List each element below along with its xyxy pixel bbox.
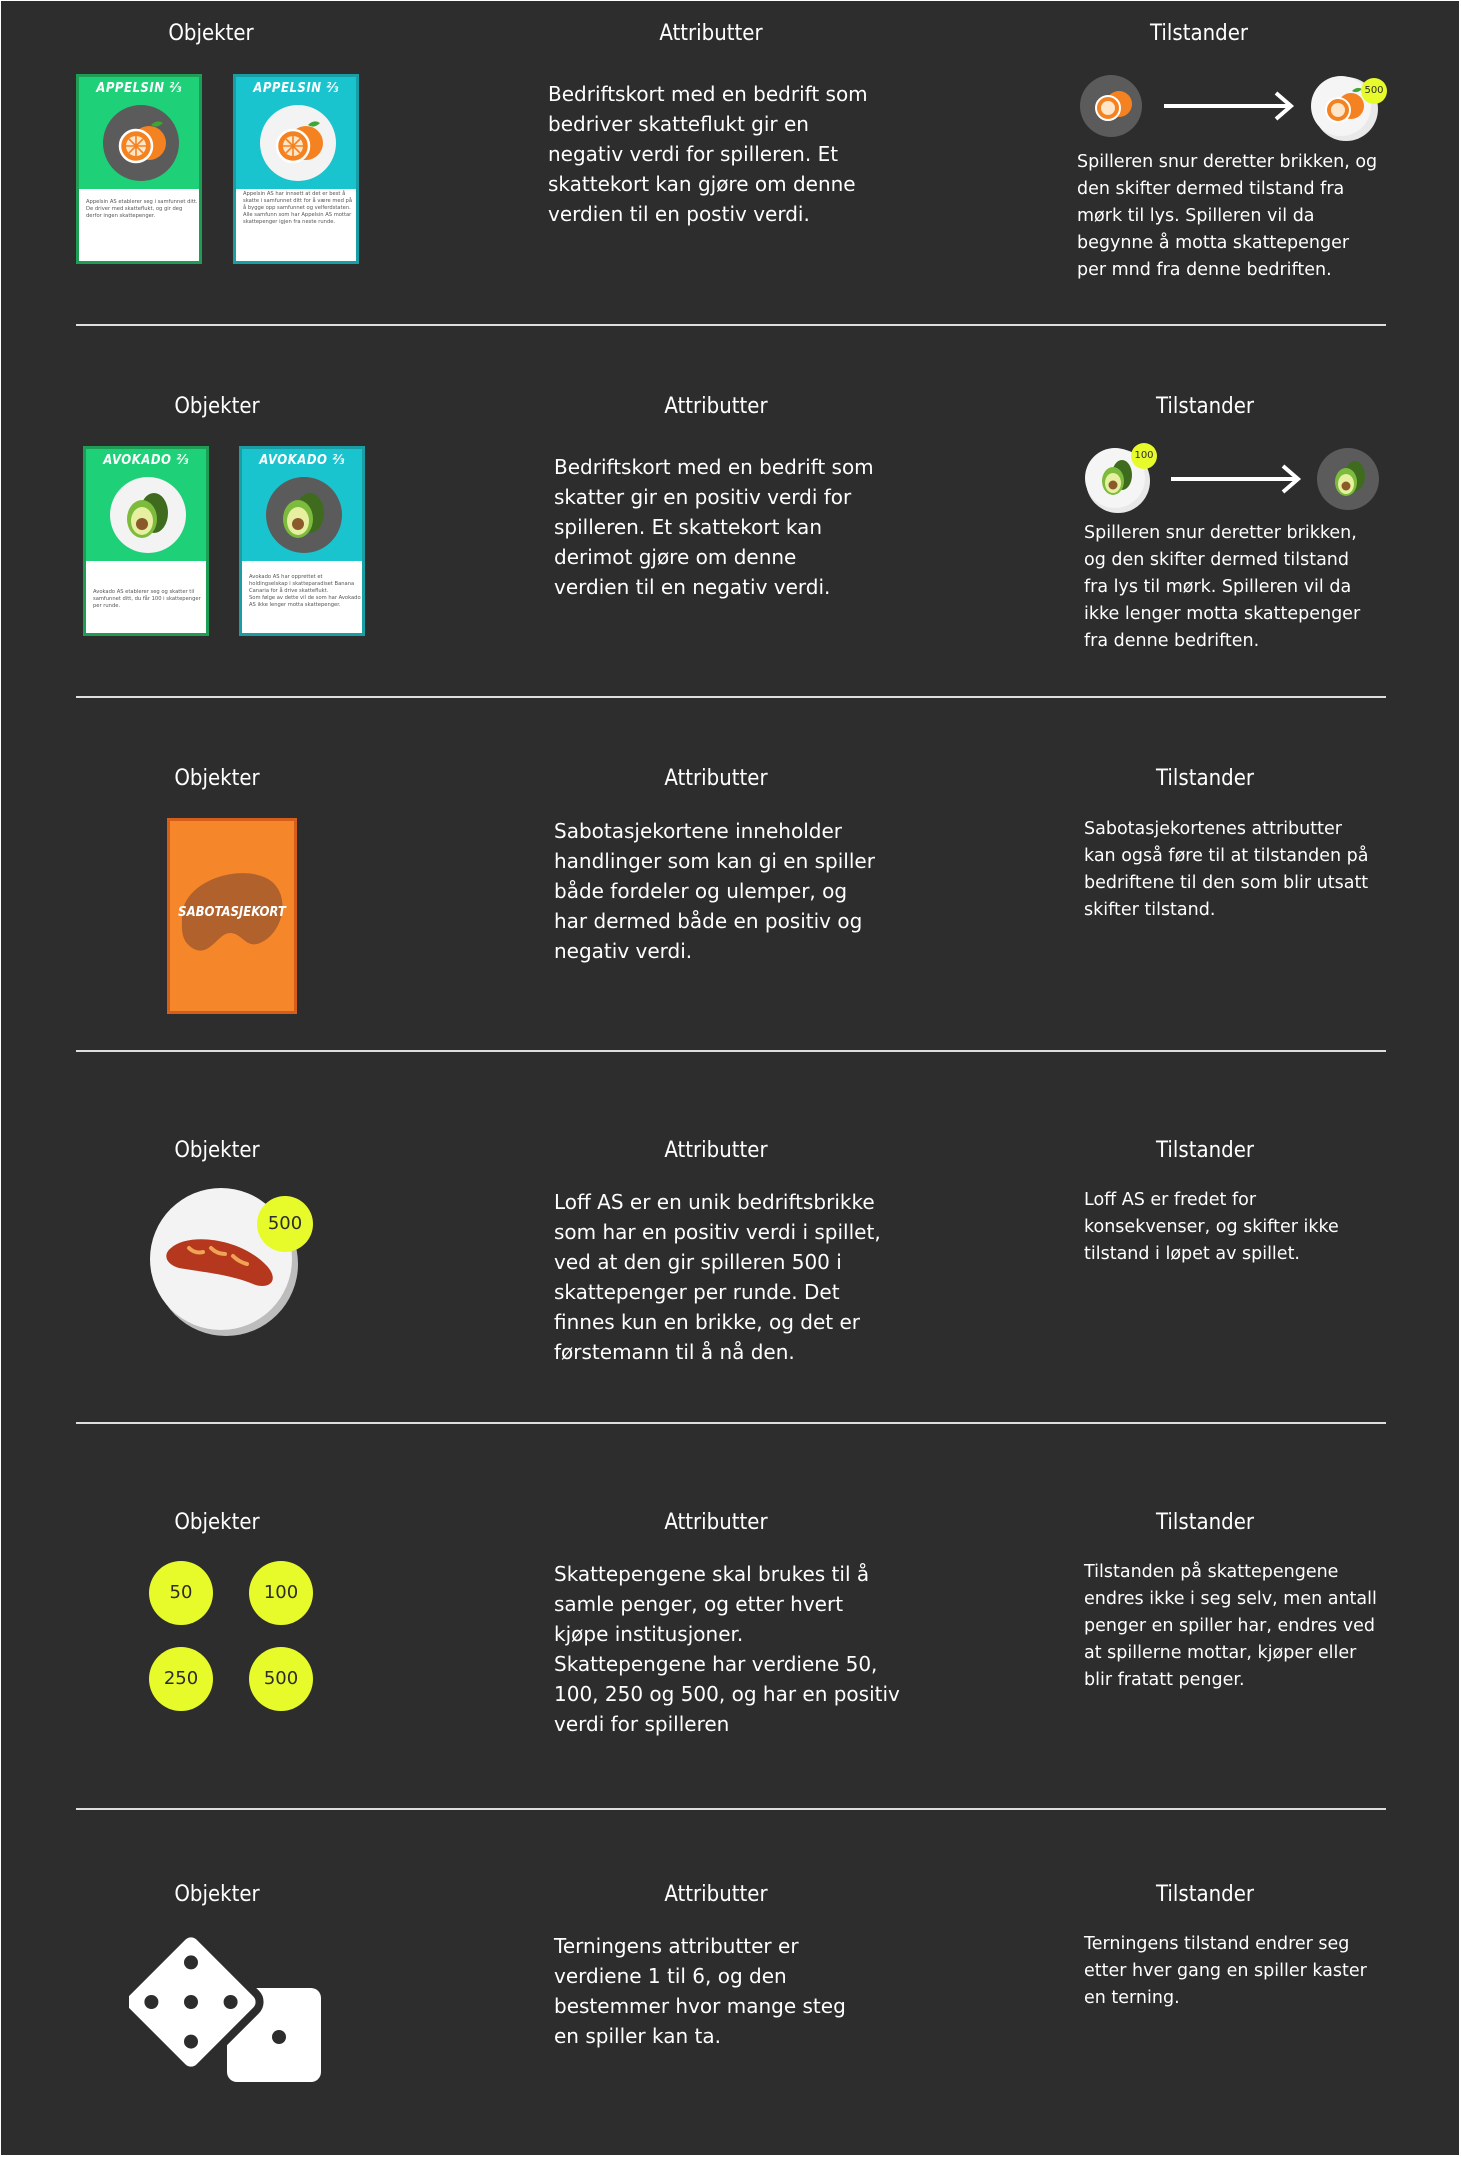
- divider: [76, 696, 1386, 698]
- states-text: Terningens tilstand endrer seg etter hve…: [1084, 1934, 1367, 2008]
- card-title: SABOTASJEKORT: [178, 905, 286, 920]
- section-appelsin: Objekter Attributter Tilstander APPELSIN…: [1, 21, 1459, 393]
- states-text: Spilleren snur deretter brikken, og den …: [1077, 152, 1378, 280]
- card-title: APPELSIN ⅔: [96, 81, 182, 96]
- heading-objects: Objekter: [168, 21, 254, 46]
- heading-states: Tilstander: [1155, 394, 1255, 419]
- state-transition: [1080, 75, 1378, 141]
- attributes-text: Bedriftskort med en bedrift som skatter …: [554, 455, 874, 599]
- heading-attributes: Attributter: [664, 1882, 768, 1907]
- heading-attributes: Attributter: [664, 394, 768, 419]
- coin-100: 100: [249, 1561, 313, 1625]
- card-text: Avokado AS har opprettet et holdingselsk…: [249, 574, 361, 608]
- attributes-text: Skattepengene skal brukes til å samle pe…: [554, 1562, 900, 1736]
- card-text: Appelsin AS etablerer seg i samfunnet di…: [86, 199, 198, 219]
- attributes-text: Loff AS er en unik bedriftsbrikke som ha…: [554, 1190, 881, 1364]
- section-terning: Objekter Attributter Tilstander Terninge…: [1, 1882, 1459, 2155]
- card-text: Avokado AS etablerer seg og skatter til …: [93, 589, 201, 609]
- divider: [76, 1808, 1386, 1810]
- attributes-text: Terningens attributter er verdiene 1 til…: [554, 1934, 846, 2048]
- mask-icon: [181, 873, 283, 951]
- heading-states: Tilstander: [1149, 21, 1249, 46]
- heading-attributes: Attributter: [659, 21, 763, 46]
- attributes-text: Sabotasjekortene inneholder handlinger s…: [554, 819, 875, 963]
- state-transition: [1085, 448, 1379, 513]
- tax-badge: 500: [1361, 78, 1387, 104]
- card-title: AVOKADO ⅔: [103, 453, 189, 468]
- heading-objects: Objekter: [174, 394, 260, 419]
- section-skattepenger: Objekter Attributter Tilstander 50 100 2…: [1, 1510, 1459, 1882]
- divider: [76, 324, 1386, 326]
- section-loff: Objekter Attributter Tilstander 500 Loff…: [1, 1138, 1459, 1510]
- avocado-icon: [110, 477, 186, 553]
- states-text: Spilleren snur deretter brikken, og den …: [1084, 523, 1361, 651]
- heading-states: Tilstander: [1155, 766, 1255, 791]
- dice-icon: [129, 1932, 321, 2082]
- heading-objects: Objekter: [174, 1138, 260, 1163]
- card-text: Appelsin AS har innsett at det er best å…: [243, 191, 353, 225]
- states-text: Sabotasjekortenes attributter kan også f…: [1084, 819, 1369, 920]
- heading-objects: Objekter: [174, 1882, 260, 1907]
- states-text: Tilstanden på skattepengene endres ikke …: [1084, 1562, 1377, 1690]
- attributes-text: Bedriftskort med en bedrift som bedriver…: [548, 82, 868, 226]
- coin-500: 500: [249, 1647, 313, 1711]
- divider: [76, 1422, 1386, 1424]
- orange-icon: [260, 105, 336, 181]
- card-title: AVOKADO ⅔: [259, 453, 345, 468]
- divider: [76, 1050, 1386, 1052]
- appelsin-card-light: APPELSIN ⅔ Appelsin AS har innsett at de…: [233, 74, 359, 264]
- tax-badge: 500: [257, 1196, 313, 1252]
- coin-50: 50: [149, 1561, 213, 1625]
- avokado-card-light: AVOKADO ⅔ Avokado AS etablerer seg og sk…: [83, 446, 209, 636]
- card-title: APPELSIN ⅔: [253, 81, 339, 96]
- section-sabotasjekort: Objekter Attributter Tilstander SABOTASJ…: [1, 766, 1459, 1138]
- heading-states: Tilstander: [1155, 1138, 1255, 1163]
- heading-states: Tilstander: [1155, 1882, 1255, 1907]
- heading-states: Tilstander: [1155, 1510, 1255, 1535]
- tax-badge: 100: [1131, 443, 1157, 469]
- heading-objects: Objekter: [174, 766, 260, 791]
- heading-objects: Objekter: [174, 1510, 260, 1535]
- avocado-icon: [266, 477, 342, 553]
- section-avokado: Objekter Attributter Tilstander AVOKADO …: [1, 394, 1459, 766]
- heading-attributes: Attributter: [664, 766, 768, 791]
- avokado-card-dark: AVOKADO ⅔ Avokado AS har opprettet et ho…: [239, 446, 365, 636]
- sabotage-card: SABOTASJEKORT: [167, 818, 297, 1014]
- coin-250: 250: [149, 1647, 213, 1711]
- states-text: Loff AS er fredet for konsekvenser, og s…: [1084, 1190, 1339, 1264]
- heading-attributes: Attributter: [664, 1138, 768, 1163]
- orange-icon: [103, 105, 179, 181]
- appelsin-card-dark: APPELSIN ⅔ Appelsin AS etablerer seg i s…: [76, 74, 202, 264]
- heading-attributes: Attributter: [664, 1510, 768, 1535]
